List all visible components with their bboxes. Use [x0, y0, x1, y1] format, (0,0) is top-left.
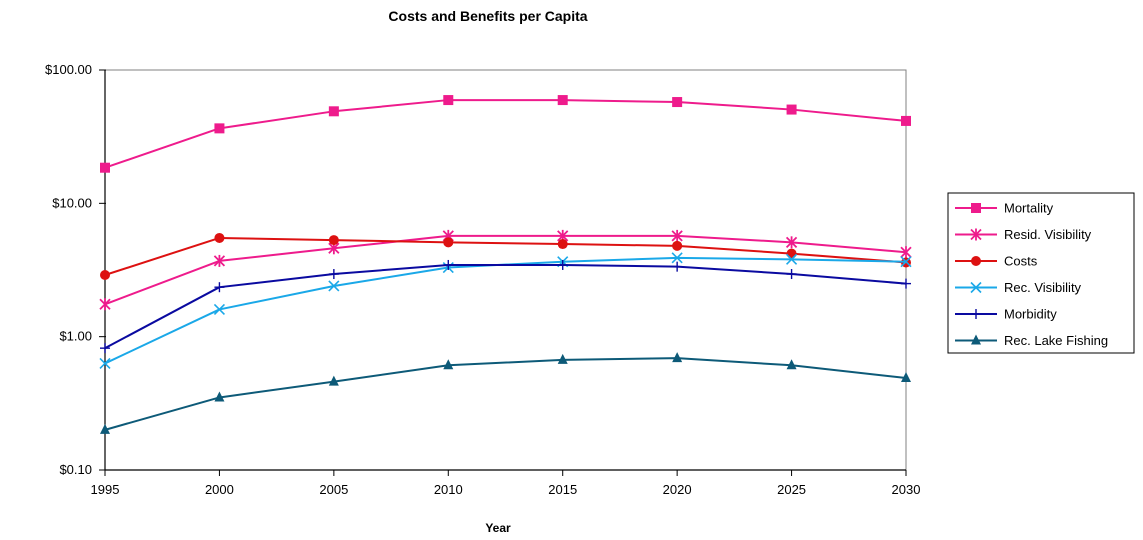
plot-area: $0.10 $1.00 $10.00 $100.00 1995 2000 2005 2010 2… — [45, 62, 920, 497]
data-point — [672, 240, 683, 251]
data-point — [786, 269, 797, 280]
y-tick-label: $100.00 — [45, 62, 92, 77]
x-tick-label: 2030 — [892, 482, 921, 497]
data-point — [443, 259, 454, 270]
data-point — [214, 123, 225, 134]
data-point — [901, 278, 911, 289]
data-point — [557, 259, 568, 270]
legend-label: Rec. Visibility — [1004, 280, 1082, 295]
data-point — [971, 334, 981, 345]
data-point — [213, 254, 226, 267]
data-point — [100, 270, 110, 281]
data-point — [99, 357, 111, 369]
legend-label: Rec. Lake Fishing — [1004, 333, 1108, 348]
data-point — [672, 352, 683, 363]
legend-label: Resid. Visibility — [1004, 227, 1092, 242]
plot-frame — [104, 69, 907, 471]
x-tick-label: 2000 — [205, 482, 234, 497]
legend-label: Mortality — [1004, 201, 1054, 216]
legend-item: Morbidity — [955, 307, 1057, 322]
x-tick-label: 2020 — [663, 482, 692, 497]
legend-label: Costs — [1004, 254, 1038, 269]
data-point — [786, 253, 798, 265]
data-point — [214, 282, 225, 293]
legend: Mortality Resid. Visibility Costs Rec. Visi… — [947, 192, 1135, 354]
series-line — [104, 236, 907, 276]
series-line — [104, 263, 907, 350]
legend-item: Mortality — [955, 201, 1054, 216]
data-point — [672, 97, 683, 108]
data-point — [900, 256, 912, 268]
x-tick-label: 2010 — [434, 482, 463, 497]
data-point — [100, 423, 110, 434]
data-point — [970, 281, 982, 294]
data-point — [100, 343, 110, 354]
y-tick-label: $10.00 — [52, 195, 92, 210]
data-point — [100, 162, 110, 173]
data-point — [671, 252, 683, 264]
x-tick-label: 2015 — [548, 482, 577, 497]
legend-box — [947, 192, 1135, 354]
data-point — [328, 375, 339, 386]
data-point — [328, 280, 340, 292]
data-point — [443, 237, 454, 248]
data-point — [99, 298, 111, 311]
data-point — [328, 106, 339, 117]
data-point — [328, 269, 339, 280]
legend-item: Resid. Visibility — [955, 227, 1092, 242]
data-point — [213, 303, 225, 316]
data-point — [786, 359, 797, 370]
data-point — [971, 309, 981, 319]
data-point — [557, 239, 568, 250]
data-point — [214, 391, 225, 402]
legend-item: Costs — [955, 254, 1038, 269]
y-tick-label: $1.00 — [59, 329, 92, 344]
legend-item: Rec. Lake Fishing — [955, 333, 1108, 348]
x-axis-label: Year — [485, 521, 511, 535]
x-tick-label: 2025 — [777, 482, 806, 497]
data-point — [443, 359, 454, 370]
legend-item: Rec. Visibility — [955, 280, 1082, 295]
data-point — [671, 229, 683, 242]
x-tick-label: 2005 — [319, 482, 348, 497]
data-point — [786, 248, 797, 259]
data-point — [557, 353, 568, 364]
series-line — [104, 99, 907, 169]
data-point — [328, 235, 339, 246]
data-point — [901, 115, 911, 126]
data-point — [785, 236, 798, 249]
legend-label: Morbidity — [1004, 307, 1057, 322]
data-point — [971, 256, 981, 266]
data-point — [443, 95, 454, 106]
data-point — [900, 246, 912, 259]
data-point — [786, 104, 797, 115]
y-tick-label: $0.10 — [59, 462, 92, 477]
data-point — [672, 261, 683, 272]
data-point — [901, 371, 911, 382]
data-point — [970, 228, 982, 241]
x-tick-label: 1995 — [91, 482, 120, 497]
data-point — [557, 95, 568, 106]
data-point — [214, 232, 225, 243]
series-line — [104, 234, 907, 306]
chart-title: Costs and Benefits per Capita — [388, 8, 587, 24]
data-point — [971, 203, 981, 213]
series-line — [104, 357, 907, 431]
